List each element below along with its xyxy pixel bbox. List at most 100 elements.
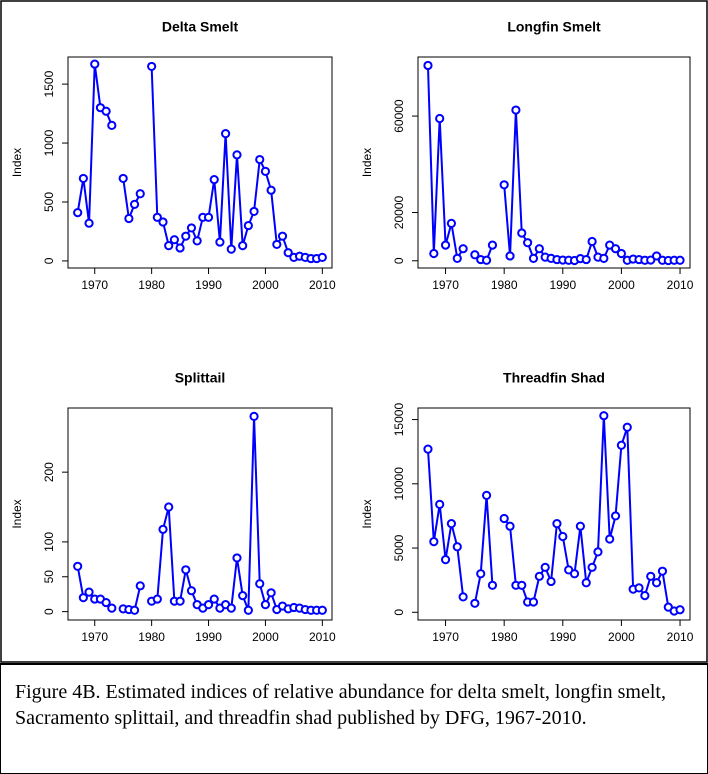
x-tick-label: 2000 bbox=[608, 630, 635, 644]
data-point bbox=[164, 241, 174, 251]
x-tick-label: 2010 bbox=[667, 278, 694, 292]
plot-box bbox=[67, 56, 333, 269]
data-point bbox=[147, 61, 157, 72]
data-point bbox=[528, 597, 539, 607]
data-point bbox=[587, 562, 597, 572]
data-point bbox=[657, 566, 668, 576]
data-point bbox=[528, 253, 539, 263]
data-point bbox=[232, 553, 242, 563]
data-point bbox=[646, 571, 656, 581]
data-point bbox=[452, 253, 462, 263]
y-axis-label: Index bbox=[10, 499, 24, 528]
data-point bbox=[124, 213, 134, 224]
data-point bbox=[78, 173, 88, 184]
data-point bbox=[610, 244, 621, 254]
data-point bbox=[616, 440, 627, 450]
y-tick-label: 5000 bbox=[392, 534, 406, 561]
data-point bbox=[470, 598, 480, 608]
data-point bbox=[499, 513, 509, 524]
x-tick-label: 1970 bbox=[432, 278, 459, 292]
data-point bbox=[575, 521, 585, 531]
data-point bbox=[272, 239, 282, 250]
data-point bbox=[260, 166, 271, 176]
data-point bbox=[181, 565, 191, 575]
y-tick-label: 20000 bbox=[392, 196, 406, 230]
data-point bbox=[599, 411, 609, 421]
data-point bbox=[129, 199, 140, 209]
x-tick-label: 1980 bbox=[138, 630, 165, 644]
data-point bbox=[209, 594, 219, 604]
data-point bbox=[226, 244, 236, 254]
data-point bbox=[593, 547, 603, 557]
x-tick-label: 1990 bbox=[549, 278, 576, 292]
data-point bbox=[581, 254, 591, 265]
data-point bbox=[423, 60, 433, 71]
data-point bbox=[283, 248, 293, 258]
data-point bbox=[73, 207, 83, 218]
y-tick-label: 50 bbox=[42, 570, 56, 584]
data-point bbox=[546, 576, 556, 587]
data-point bbox=[84, 587, 94, 597]
data-point bbox=[440, 240, 451, 250]
y-tick-label: 500 bbox=[42, 192, 56, 212]
data-point bbox=[101, 106, 111, 116]
data-point bbox=[255, 579, 265, 589]
data-point bbox=[260, 600, 271, 610]
chart-title: Longfin Smelt bbox=[507, 19, 601, 35]
data-point bbox=[599, 253, 609, 263]
data-point bbox=[266, 185, 276, 195]
data-point bbox=[651, 578, 662, 588]
series-line bbox=[76, 63, 323, 260]
data-point bbox=[458, 592, 468, 602]
x-tick-label: 1970 bbox=[81, 278, 108, 292]
data-point bbox=[186, 586, 197, 596]
data-point bbox=[152, 212, 162, 222]
chart-title: Splittail bbox=[175, 370, 226, 386]
chart-title: Delta Smelt bbox=[162, 19, 239, 35]
data-point bbox=[435, 499, 445, 509]
y-tick-label: 0 bbox=[392, 609, 406, 616]
x-tick-label: 1980 bbox=[138, 278, 165, 292]
data-point bbox=[634, 583, 644, 593]
y-tick-label: 0 bbox=[42, 608, 56, 615]
data-point bbox=[651, 251, 662, 261]
x-tick-label: 1970 bbox=[81, 630, 108, 644]
plot-box bbox=[417, 407, 691, 621]
data-point bbox=[446, 519, 457, 529]
data-point bbox=[317, 605, 327, 615]
data-point bbox=[481, 255, 492, 265]
data-point bbox=[552, 519, 562, 529]
data-point bbox=[129, 605, 140, 615]
data-point bbox=[226, 603, 236, 613]
data-point bbox=[423, 444, 433, 454]
data-point bbox=[534, 244, 544, 254]
series-line bbox=[76, 416, 323, 612]
data-point bbox=[446, 218, 457, 228]
data-point bbox=[675, 255, 685, 265]
data-point bbox=[238, 590, 248, 601]
data-point bbox=[175, 596, 185, 606]
data-point bbox=[452, 542, 462, 552]
data-point bbox=[238, 241, 248, 251]
data-point bbox=[317, 252, 327, 262]
y-tick-label: 0 bbox=[392, 257, 406, 264]
data-point bbox=[569, 569, 580, 579]
x-tick-label: 2010 bbox=[667, 630, 694, 644]
data-point bbox=[175, 243, 185, 253]
data-point bbox=[135, 189, 145, 199]
data-point bbox=[249, 411, 259, 421]
data-point bbox=[203, 212, 214, 222]
data-point bbox=[186, 223, 197, 233]
x-tick-label: 2010 bbox=[309, 630, 336, 644]
data-point bbox=[517, 580, 527, 590]
data-point bbox=[73, 561, 83, 571]
data-point bbox=[610, 511, 621, 521]
figure-border bbox=[0, 0, 708, 663]
data-point bbox=[243, 605, 253, 615]
y-tick-label: 100 bbox=[42, 532, 56, 552]
data-point bbox=[84, 218, 94, 228]
y-tick-label: 1000 bbox=[42, 129, 56, 156]
data-point bbox=[440, 555, 451, 565]
data-point bbox=[243, 220, 253, 231]
